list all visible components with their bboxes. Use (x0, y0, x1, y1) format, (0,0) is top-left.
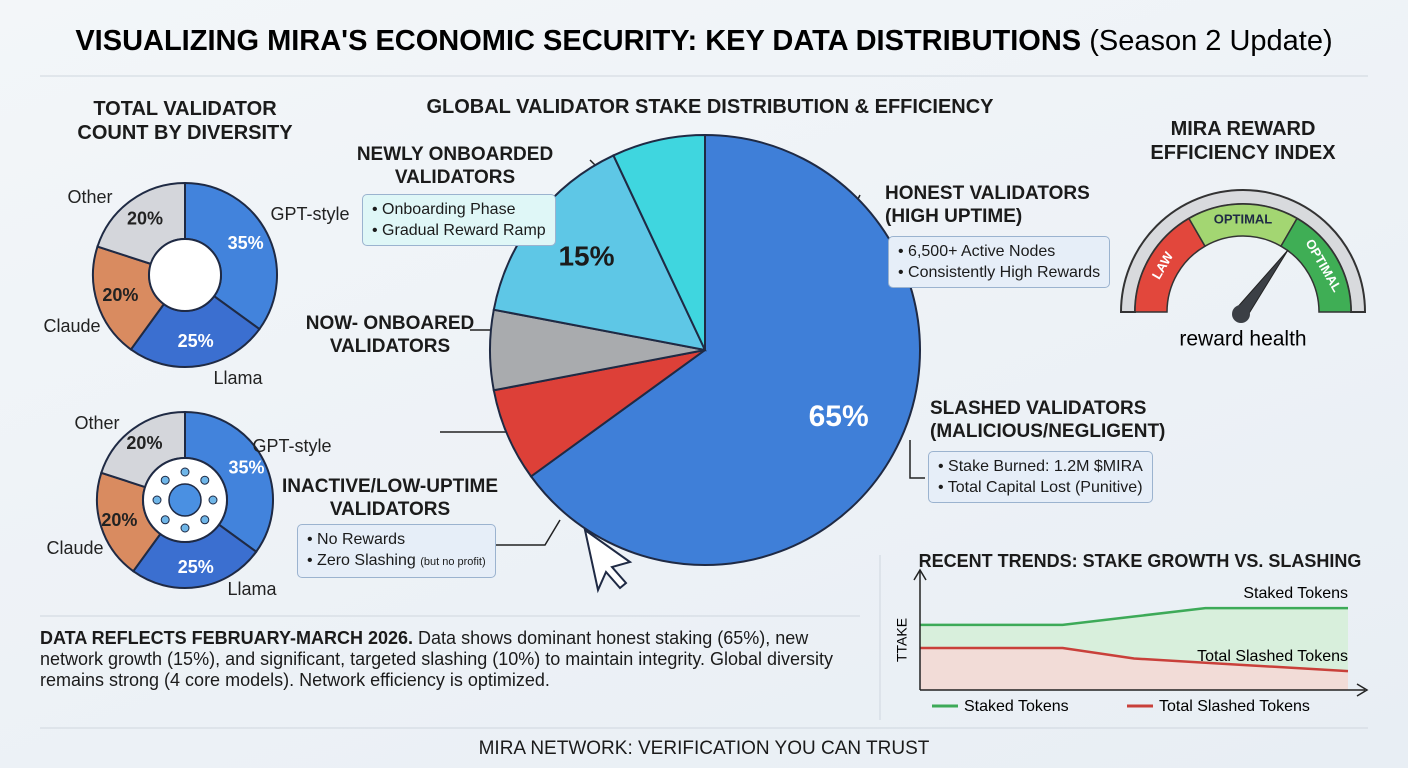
slice-label: 15% (558, 240, 614, 271)
category-label: Llama (227, 579, 277, 599)
slice-label: 25% (178, 331, 214, 351)
category-label: GPT-style (270, 204, 349, 224)
hub-node (208, 495, 218, 505)
slice-label: 20% (127, 209, 163, 229)
slice-label: 20% (126, 433, 162, 453)
category-label: Claude (43, 316, 100, 336)
fine-print: (but no profit) (420, 556, 486, 568)
note-text: Stake Burned: 1.2M $MIRA (948, 458, 1143, 475)
callout-notes: Stake Burned: 1.2M $MIRA Total Capital Lo… (928, 451, 1153, 503)
slice-label: 65% (809, 400, 869, 433)
summary: DATA REFLECTS FEBRUARY-MARCH 2026. Data … (40, 628, 840, 691)
callout-title: HONEST VALIDATORS (HIGH UPTIME) (885, 183, 1090, 227)
hub-node (152, 495, 162, 505)
slice-label: 35% (228, 233, 264, 253)
hub-node (200, 475, 210, 485)
category-label: Llama (213, 368, 263, 388)
gauge-zone (1279, 217, 1352, 313)
note-text: Zero Slashing (317, 552, 416, 569)
hub-node (200, 515, 210, 525)
x-axis-arrow (1356, 683, 1369, 697)
series-label: Staked Tokens (1243, 585, 1348, 602)
note-text: No Rewards (317, 531, 406, 548)
series-line (920, 606, 1348, 627)
y-axis-label: TTAKE (894, 618, 910, 662)
series-line (920, 646, 1349, 673)
callout-title: NEWLY ONBOARDED VALIDATORS (356, 144, 554, 188)
hub-node (160, 475, 170, 485)
note: No Rewards (307, 529, 486, 550)
note-text: Consistently High Rewards (908, 264, 1101, 281)
category-label: GPT-style (252, 436, 331, 456)
slice-label: 20% (101, 510, 137, 530)
category-label: Other (67, 187, 112, 207)
gauge-zone-label: OPTIMAL (1214, 211, 1273, 226)
note: Consistently High Rewards (898, 262, 1100, 283)
note: Total Capital Lost (Punitive) (938, 477, 1143, 498)
callout-notes: Onboarding Phase Gradual Reward Ramp (362, 194, 556, 246)
footer: MIRA NETWORK: VERIFICATION YOU CAN TRUST (478, 738, 930, 759)
chart-title: GLOBAL VALIDATOR STAKE DISTRIBUTION & EF… (426, 96, 994, 118)
slice-label: 20% (102, 285, 138, 305)
callout-title: INACTIVE/LOW-UPTIME VALIDATORS (282, 476, 498, 520)
gauge-title: MIRA REWARD EFFICIENCY INDEX (1150, 118, 1336, 164)
summary-text: Data shows dominant honest staking (65%)… (40, 628, 834, 690)
slice-label: 25% (178, 557, 214, 577)
note: 6,500+ Active Nodes (898, 241, 1100, 262)
category-label: Claude (46, 538, 103, 558)
note: Gradual Reward Ramp (372, 220, 546, 241)
title-main: VISUALIZING MIRA'S ECONOMIC SECURITY: KE… (75, 25, 1081, 57)
legend-label: Staked Tokens (964, 698, 1069, 715)
cursor-icon (583, 527, 633, 594)
hub-node (180, 467, 190, 477)
hub-node (160, 515, 170, 525)
gauge-caption: reward health (1179, 328, 1306, 351)
donut-hole (148, 238, 222, 312)
pie-slice (529, 133, 921, 566)
note-text: Onboarding Phase (382, 201, 516, 218)
hub-icon (168, 483, 202, 517)
note: Onboarding Phase (372, 199, 546, 220)
hub-node (180, 523, 190, 533)
summary-lead: DATA REFLECTS FEBRUARY-MARCH 2026. (40, 628, 414, 648)
category-label: Other (74, 413, 119, 433)
note: Stake Burned: 1.2M $MIRA (938, 456, 1143, 477)
page-title: VISUALIZING MIRA'S ECONOMIC SECURITY: KE… (75, 25, 1332, 57)
callout-notes: No Rewards Zero Slashing (but no profit) (297, 524, 496, 578)
legend-label: Total Slashed Tokens (1159, 698, 1310, 715)
callout-title: NOW- ONBOARED VALIDATORS (305, 313, 475, 357)
chart-title: TOTAL VALIDATOR COUNT BY DIVERSITY (77, 98, 293, 144)
callout-title: SLASHED VALIDATORS (MALICIOUS/NEGLIGENT) (930, 398, 1166, 442)
note-text: Total Capital Lost (Punitive) (947, 479, 1143, 496)
series-area (920, 648, 1348, 690)
callout-notes: 6,500+ Active Nodes Consistently High Rew… (888, 236, 1111, 288)
slice-label: 35% (228, 457, 264, 477)
series-label: Total Slashed Tokens (1197, 648, 1348, 665)
pie-slice (612, 133, 706, 351)
note-text: 6,500+ Active Nodes (908, 243, 1056, 260)
title-suffix: (Season 2 Update) (1089, 25, 1332, 57)
chart-title: RECENT TRENDS: STAKE GROWTH VS. SLASHING (918, 551, 1362, 571)
note: Zero Slashing (but no profit) (307, 550, 486, 573)
gauge-hub (1232, 305, 1250, 323)
note-text: Gradual Reward Ramp (382, 222, 546, 239)
